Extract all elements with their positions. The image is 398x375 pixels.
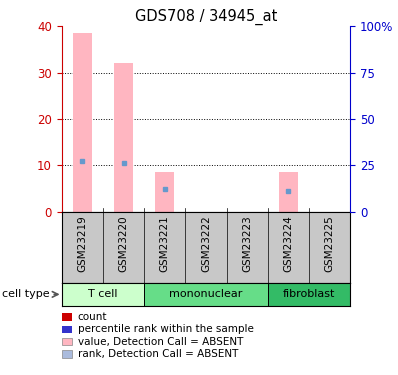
Text: count: count <box>78 312 107 322</box>
Text: cell type: cell type <box>2 290 50 299</box>
Text: GSM23223: GSM23223 <box>242 215 252 272</box>
Text: percentile rank within the sample: percentile rank within the sample <box>78 324 254 334</box>
Text: T cell: T cell <box>88 290 118 299</box>
Bar <box>268 283 350 306</box>
Title: GDS708 / 34945_at: GDS708 / 34945_at <box>135 9 277 25</box>
Text: GSM23220: GSM23220 <box>119 215 129 272</box>
Bar <box>144 283 268 306</box>
Bar <box>156 172 174 212</box>
Text: GSM23219: GSM23219 <box>77 215 87 272</box>
Text: GSM23222: GSM23222 <box>201 215 211 272</box>
Text: mononuclear: mononuclear <box>169 290 243 299</box>
Text: GSM23225: GSM23225 <box>325 215 335 272</box>
Text: GSM23224: GSM23224 <box>283 215 293 272</box>
Bar <box>62 283 144 306</box>
Text: fibroblast: fibroblast <box>283 290 335 299</box>
Bar <box>73 33 92 212</box>
Text: GSM23221: GSM23221 <box>160 215 170 272</box>
Bar <box>279 172 298 212</box>
Bar <box>114 63 133 212</box>
Text: rank, Detection Call = ABSENT: rank, Detection Call = ABSENT <box>78 349 238 359</box>
Text: value, Detection Call = ABSENT: value, Detection Call = ABSENT <box>78 337 243 346</box>
